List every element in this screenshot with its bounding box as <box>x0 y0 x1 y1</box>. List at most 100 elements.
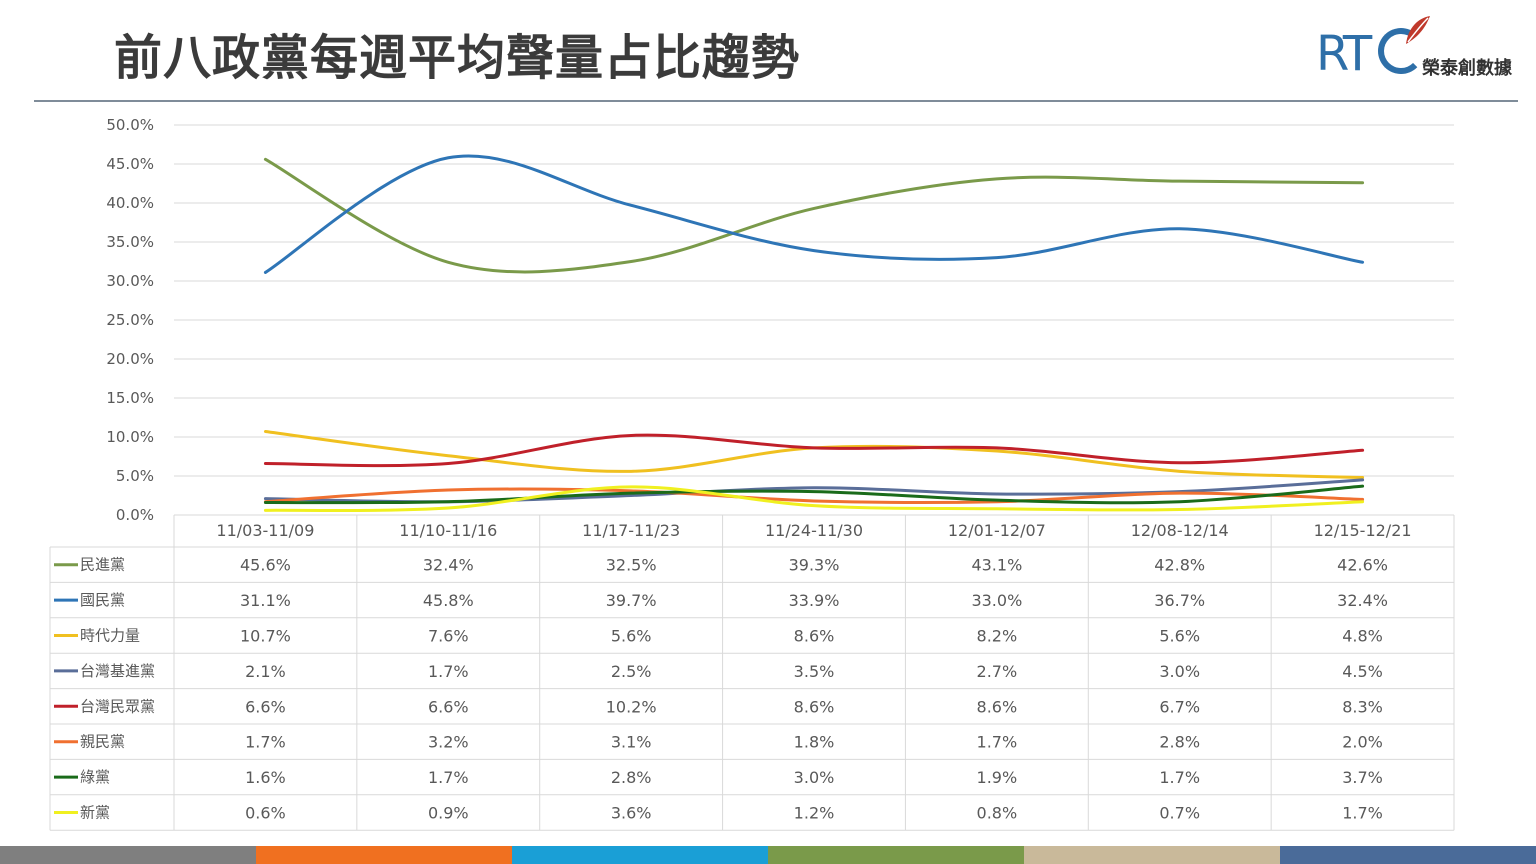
table-cell-value: 1.7% <box>977 733 1018 752</box>
table-cell-value: 1.8% <box>794 733 835 752</box>
table-cell-value: 32.4% <box>1337 591 1388 610</box>
table-cell-value: 3.0% <box>1159 662 1200 681</box>
table-cell-value: 45.6% <box>240 556 291 575</box>
series-line <box>263 433 1365 468</box>
slide-title: 前八政黨每週平均聲量占比趨勢 <box>114 30 801 86</box>
table-cell-value: 0.8% <box>977 804 1018 823</box>
footer-color-segment <box>512 846 768 864</box>
legend-label: 台灣民眾黨 <box>80 697 155 715</box>
table-cell-value: 45.8% <box>423 591 474 610</box>
legend-label: 台灣基進黨 <box>80 662 155 680</box>
table-cell-value: 1.7% <box>1159 768 1200 787</box>
table-cell-value: 2.7% <box>977 662 1018 681</box>
leaf-icon <box>1406 16 1430 44</box>
table-cell-value: 2.8% <box>611 768 652 787</box>
table-cell-value: 2.5% <box>611 662 652 681</box>
logo-mark: RT <box>1316 26 1372 82</box>
x-category-label: 12/15-12/21 <box>1314 521 1412 540</box>
table-cell-value: 39.7% <box>606 591 657 610</box>
x-category-label: 11/10-11/16 <box>399 521 497 540</box>
legend-label: 時代力量 <box>80 627 140 645</box>
table-cell-value: 32.4% <box>423 556 474 575</box>
table-cell-value: 8.6% <box>794 627 835 646</box>
table-cell-value: 42.6% <box>1337 556 1388 575</box>
footer-color-segment <box>1280 846 1536 864</box>
y-tick-label: 35.0% <box>106 233 154 251</box>
footer-color-segment <box>768 846 1024 864</box>
table-cell-value: 2.0% <box>1342 733 1383 752</box>
table-cell-value: 6.7% <box>1159 697 1200 716</box>
footer-color-bar <box>0 846 1536 864</box>
table-cell-value: 3.2% <box>428 733 469 752</box>
table-cell-value: 1.7% <box>245 733 286 752</box>
table-cell-value: 31.1% <box>240 591 291 610</box>
table-cell-value: 8.3% <box>1342 697 1383 716</box>
table-cell-value: 2.1% <box>245 662 286 681</box>
table-cell-value: 3.1% <box>611 733 652 752</box>
y-tick-label: 15.0% <box>106 389 154 407</box>
table-cell-value: 5.6% <box>611 627 652 646</box>
table-cell-value: 42.8% <box>1154 556 1205 575</box>
table-cell-value: 39.3% <box>789 556 840 575</box>
table-cell-value: 10.2% <box>606 697 657 716</box>
legend-label: 民進黨 <box>80 556 125 574</box>
y-tick-label: 25.0% <box>106 311 154 329</box>
x-category-label: 12/01-12/07 <box>948 521 1046 540</box>
table-cell-value: 8.6% <box>977 697 1018 716</box>
x-category-label: 11/17-11/23 <box>582 521 680 540</box>
table-cell-value: 1.9% <box>977 768 1018 787</box>
table-cell-value: 7.6% <box>428 627 469 646</box>
legend-label: 國民黨 <box>80 591 125 609</box>
table-cell-value: 3.0% <box>794 768 835 787</box>
y-tick-label: 40.0% <box>106 194 154 212</box>
table-cell-value: 3.7% <box>1342 768 1383 787</box>
series-line <box>263 430 1365 480</box>
table-cell-value: 6.6% <box>428 697 469 716</box>
table-cell-value: 8.2% <box>977 627 1018 646</box>
y-tick-label: 20.0% <box>106 350 154 368</box>
y-tick-label: 10.0% <box>106 428 154 446</box>
table-cell-value: 36.7% <box>1154 591 1205 610</box>
table-cell-value: 8.6% <box>794 697 835 716</box>
table-cell-value: 4.8% <box>1342 627 1383 646</box>
footer-color-segment <box>256 846 512 864</box>
series-line <box>263 484 1365 505</box>
series-line <box>263 157 1365 274</box>
line-chart: 0.0% 5.0% 10.0% 15.0% 20.0% 25.0% 30.0% 35.0% 40… <box>49 116 1455 831</box>
logo-c-shape <box>1378 28 1424 74</box>
table-cell-value: 3.6% <box>611 804 652 823</box>
table-cell-value: 1.7% <box>428 662 469 681</box>
table-cell-value: 1.6% <box>245 768 286 787</box>
y-tick-label: 5.0% <box>116 467 154 485</box>
legend-label: 新黨 <box>80 804 110 822</box>
table-cell-value: 5.6% <box>1159 627 1200 646</box>
rtc-logo: RT 榮泰創數據 <box>1316 16 1530 84</box>
table-cell-value: 10.7% <box>240 627 291 646</box>
y-tick-label: 45.0% <box>106 155 154 173</box>
table-cell-value: 6.6% <box>245 697 286 716</box>
table-cell-value: 1.7% <box>1342 804 1383 823</box>
series-line <box>263 154 1365 274</box>
legend-label: 綠黨 <box>80 768 110 786</box>
table-cell-value: 2.8% <box>1159 733 1200 752</box>
y-tick-label: 50.0% <box>106 116 154 134</box>
table-cell-value: 1.7% <box>428 768 469 787</box>
x-category-label: 11/24-11/30 <box>765 521 863 540</box>
table-cell-value: 0.6% <box>245 804 286 823</box>
y-tick-label: 0.0% <box>116 506 154 524</box>
legend-label: 親民黨 <box>80 733 125 751</box>
table-cell-value: 33.9% <box>789 591 840 610</box>
footer-color-segment <box>1024 846 1280 864</box>
table-cell-value: 3.5% <box>794 662 835 681</box>
table-cell-value: 43.1% <box>971 556 1022 575</box>
table-cell-value: 33.0% <box>971 591 1022 610</box>
table-cell-value: 0.9% <box>428 804 469 823</box>
table-cell-value: 32.5% <box>606 556 657 575</box>
y-tick-label: 30.0% <box>106 272 154 290</box>
title-divider <box>34 100 1518 102</box>
logo-text: 榮泰創數據 <box>1422 58 1512 79</box>
table-cell-value: 4.5% <box>1342 662 1383 681</box>
footer-color-segment <box>0 846 256 864</box>
series-line <box>263 487 1365 505</box>
table-cell-value: 1.2% <box>794 804 835 823</box>
